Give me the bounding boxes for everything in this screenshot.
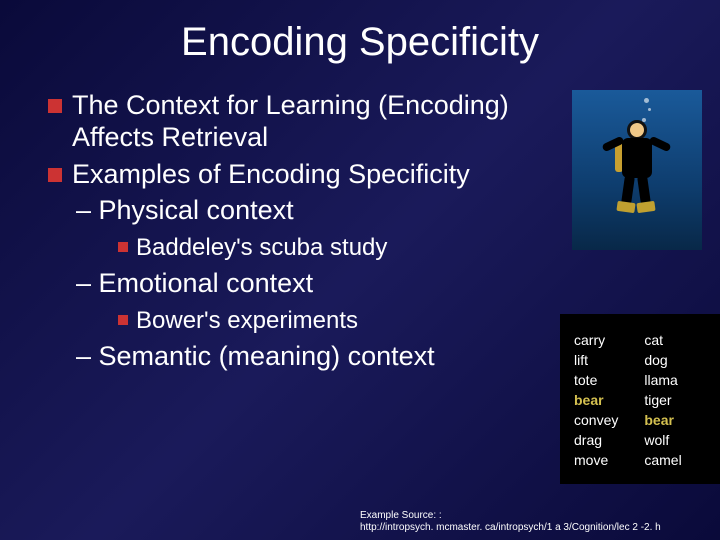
subbullet-text: Baddeley's scuba study xyxy=(136,232,387,263)
word-item: drag xyxy=(574,432,618,448)
word-item: move xyxy=(574,452,618,468)
subbullet-text: Bower's experiments xyxy=(136,305,358,336)
bullet-marker-icon xyxy=(48,99,62,113)
slide-title: Encoding Specificity xyxy=(0,0,720,89)
bullet-marker-icon xyxy=(118,242,128,252)
word-item: convey xyxy=(574,412,618,428)
footer-line1: Example Source: : xyxy=(360,510,661,522)
word-item: bear xyxy=(644,412,681,428)
footer-line2: http://intropsych. mcmaster. ca/intropsy… xyxy=(360,522,661,534)
word-item: carry xyxy=(574,332,618,348)
dash-emotional-context: – Emotional context xyxy=(76,267,690,301)
word-item: dog xyxy=(644,352,681,368)
bullet-marker-icon xyxy=(48,168,62,182)
word-item: tote xyxy=(574,372,618,388)
scuba-diver-image xyxy=(572,90,702,250)
word-list-image: carry lift tote bear convey drag move cat dog ll… xyxy=(560,314,720,484)
word-item: bear xyxy=(574,392,618,408)
word-item: llama xyxy=(644,372,681,388)
bullet-marker-icon xyxy=(118,315,128,325)
footer-source: Example Source: : http://intropsych. mcm… xyxy=(360,510,661,534)
word-column-right: cat dog llama tiger bear wolf camel xyxy=(644,332,681,472)
word-column-left: carry lift tote bear convey drag move xyxy=(574,332,618,472)
word-item: lift xyxy=(574,352,618,368)
word-item: wolf xyxy=(644,432,681,448)
word-item: tiger xyxy=(644,392,681,408)
word-item: cat xyxy=(644,332,681,348)
word-item: camel xyxy=(644,452,681,468)
